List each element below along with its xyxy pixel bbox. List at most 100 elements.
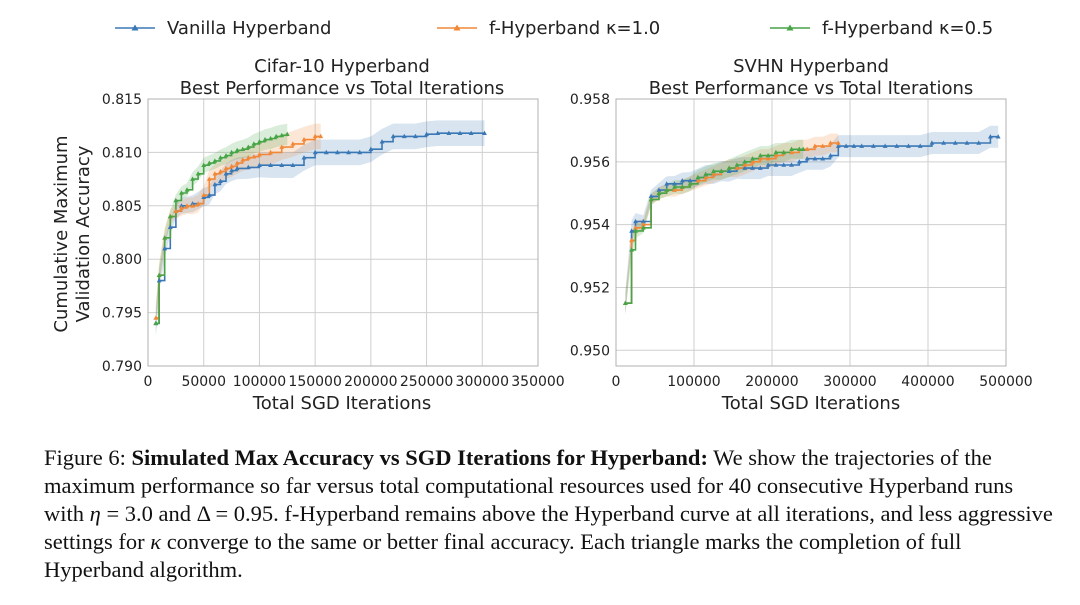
cifar10-plot-area [148, 99, 538, 366]
svhn-point-vanilla-32 [871, 143, 876, 148]
cifar10-point-vanilla-2 [162, 245, 168, 251]
cifar10-point-kappa-05-2 [162, 235, 168, 240]
svhn-ytick-label-0: 0.950 [570, 343, 610, 359]
svhn-ytick-label-4: 0.958 [570, 92, 610, 108]
cifar10-point-kappa-05-5 [179, 190, 184, 195]
svhn-ytick-label-2: 0.954 [570, 218, 610, 234]
cifar10-point-vanilla-33 [457, 130, 463, 135]
cifar10-point-kappa-05-14 [229, 149, 234, 155]
svhn-point-vanilla-26 [820, 156, 826, 161]
cifar10-point-kappa-1-9 [201, 192, 207, 197]
cifar10-point-vanilla-13 [234, 165, 240, 171]
cifar10-point-vanilla-31 [435, 130, 441, 135]
cifar10-ylabel-line-1: Cumulative Maximum [51, 135, 72, 332]
cifar10-xtick-label-7: 350000 [511, 374, 564, 390]
caption-text-1: We show the trajectories of the maximum … [44, 445, 1014, 526]
svhn-point-vanilla-35 [906, 143, 911, 148]
caption-text-2: converge to the same or better final acc… [44, 529, 962, 582]
svhn-point-vanilla-21 [781, 162, 787, 167]
cifar10-point-kappa-05-12 [218, 155, 223, 160]
svhn-point-kappa-1-18 [757, 156, 763, 161]
caption-eta-eq: = 3.0 and [100, 501, 197, 526]
cifar10-point-kappa-05-11 [212, 158, 218, 163]
svhn-point-vanilla-2 [633, 218, 638, 224]
caption-eta-symbol: η [89, 501, 101, 526]
svhn-point-kappa-1-22 [789, 149, 794, 155]
cifar10-point-vanilla-9 [212, 181, 218, 187]
cifar10-ytick-label-0: 0.790 [102, 359, 142, 375]
svhn-point-kappa-05-4 [648, 196, 654, 202]
svhn-point-vanilla-9 [687, 178, 693, 183]
cifar10-point-kappa-1-24 [312, 133, 318, 139]
svhn-point-kappa-1-19 [765, 156, 771, 161]
svhn-xtick-label-2: 200000 [745, 374, 798, 390]
svhn-point-kappa-05-8 [679, 184, 685, 189]
cifar10-point-kappa-05-23 [279, 132, 285, 138]
svhn-point-vanilla-5 [656, 187, 662, 192]
svhn-point-kappa-05-6 [664, 187, 670, 192]
cifar10-point-kappa-1-8 [195, 201, 201, 206]
svhn-xtick-label-0: 0 [612, 374, 621, 390]
cifar10-xtick-label-3: 150000 [288, 374, 341, 390]
svhn-point-vanilla-33 [882, 143, 888, 148]
cifar10-point-kappa-05-10 [206, 160, 212, 165]
cifar10-point-vanilla-32 [446, 130, 452, 135]
cifar10-point-kappa-05-9 [201, 162, 207, 168]
svhn-point-vanilla-17 [750, 165, 755, 170]
cifar10-point-vanilla-17 [279, 162, 285, 168]
svhn-point-vanilla-29 [843, 143, 849, 148]
cifar10-point-kappa-05-7 [190, 176, 195, 181]
legend: Vanilla Hyperband f-Hyperband κ=1.0 f-Hy… [115, 18, 993, 39]
svhn-point-kappa-1-1 [629, 237, 634, 243]
cifar10-point-kappa-1-20 [268, 149, 273, 155]
cifar10-point-vanilla-26 [379, 139, 385, 144]
cifar10-point-vanilla-18 [290, 162, 296, 168]
legend-label-vanilla: Vanilla Hyperband [167, 18, 332, 39]
svhn-band-vanilla [625, 125, 999, 316]
cifar10-point-kappa-1-10 [206, 176, 212, 181]
svhn-point-vanilla-43 [995, 134, 1001, 139]
cifar10-point-kappa-1-17 [245, 155, 251, 160]
svhn-plot-frame [615, 98, 1007, 367]
cifar10-band-vanilla [155, 120, 485, 338]
svhn-xtick-label-4: 400000 [901, 374, 954, 390]
svhn-title-line-2: Best Performance vs Total Iterations [649, 78, 974, 99]
svhn-point-vanilla-14 [726, 168, 732, 174]
svhn-point-kappa-1-15 [734, 165, 740, 170]
cifar10-ylabel-line-2: Validation Accuracy [73, 145, 94, 322]
caption-kappa-symbol: κ [150, 529, 162, 554]
svhn-point-vanilla-23 [796, 159, 802, 164]
cifar10-xtick-label-6: 300000 [456, 374, 509, 390]
svhn-point-kappa-1-11 [703, 174, 709, 180]
cifar10-point-kappa-05-0 [153, 320, 159, 326]
cifar10-point-vanilla-21 [323, 149, 329, 155]
cifar10-title-line-2: Best Performance vs Total Iterations [180, 78, 505, 99]
svhn-point-vanilla-16 [742, 165, 748, 170]
svhn-point-kappa-1-20 [773, 152, 779, 158]
svhn-point-vanilla-19 [765, 162, 771, 167]
svhn-point-kappa-05-17 [750, 156, 755, 161]
cifar10-point-kappa-1-6 [184, 203, 190, 208]
legend-label-kappa-05: f-Hyperband κ=0.5 [822, 18, 993, 39]
cifar10-point-kappa-1-23 [301, 136, 307, 142]
cifar10-point-kappa-05-19 [257, 139, 262, 144]
svhn-ytick-label-3: 0.956 [570, 155, 610, 171]
svhn-point-vanilla-42 [988, 134, 993, 139]
cifar10-xtick-label-0: 0 [144, 374, 153, 390]
figure-plots: Vanilla Hyperband f-Hyperband κ=1.0 f-Hy… [51, 18, 1033, 414]
cifar10-point-kappa-1-18 [251, 154, 257, 159]
cifar10-ytick-label-1: 0.795 [102, 306, 142, 322]
cifar10-point-vanilla-30 [424, 131, 429, 137]
svhn-point-kappa-05-16 [742, 159, 748, 164]
cifar10-point-vanilla-19 [301, 155, 307, 160]
cifar10-point-kappa-05-20 [262, 136, 268, 142]
cifar10-point-kappa-1-22 [290, 141, 296, 146]
cifar10-point-vanilla-20 [312, 149, 318, 155]
cifar10-point-vanilla-1 [156, 277, 162, 283]
cifar10-point-vanilla-28 [401, 133, 407, 139]
svhn-point-kappa-05-23 [796, 146, 802, 152]
svhn-title-line-1: SVHN Hyperband [733, 56, 889, 77]
svhn-point-vanilla-3 [640, 218, 646, 224]
cifar10-point-kappa-05-8 [195, 171, 201, 176]
cifar10-point-kappa-1-4 [173, 208, 179, 213]
